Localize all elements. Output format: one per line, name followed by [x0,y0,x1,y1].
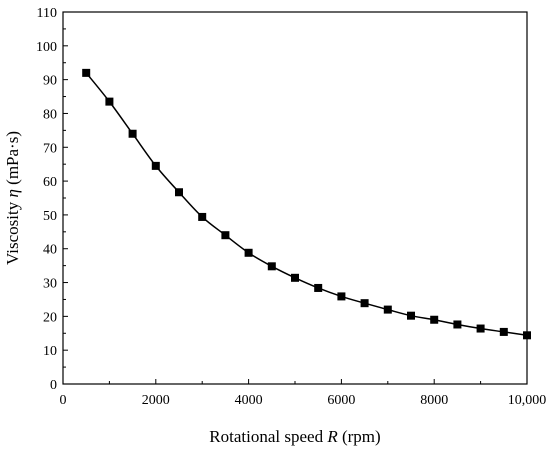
y-tick-label: 40 [43,243,57,258]
y-axis-ticks: 0 10 20 30 40 50 60 70 80 90 100 110 [36,6,68,393]
y-axis-label-symbol: η [3,189,22,197]
data-point-marker [105,97,114,106]
y-axis-label-suffix: (mPa·s) [3,131,22,189]
y-tick-label: 0 [50,378,57,393]
x-tick-label: 8000 [420,393,448,408]
data-point-marker [476,324,485,333]
x-tick-label: 4000 [235,393,263,408]
y-tick-label: 90 [43,74,57,89]
data-point-marker [407,311,415,320]
y-tick-label: 110 [37,6,57,21]
data-point-marker [82,68,91,77]
x-tick-label: 6000 [327,393,355,408]
y-tick-label: 80 [43,107,57,122]
x-tick-label: 2000 [142,393,170,408]
data-point-marker [128,129,137,138]
y-axis-label: Viscosity η (mPa·s) [3,131,22,265]
y-tick-label: 100 [36,40,57,55]
data-point-marker [430,315,439,324]
data-point-marker [267,262,276,271]
y-axis-label-prefix: Viscosity [3,198,22,265]
x-tick-label: 10,000 [508,393,547,408]
data-point-marker [244,248,253,257]
y-tick-label: 50 [43,209,57,224]
data-point-marker [453,320,462,329]
y-tick-label: 70 [43,141,57,156]
series-layer [82,68,531,340]
data-point-marker [175,188,183,197]
data-point-marker [151,161,160,170]
data-point-marker [314,283,323,292]
data-point-marker [198,212,207,221]
x-axis-label: Rotational speed R (rpm) [209,427,380,446]
x-axis-label-suffix: (rpm) [338,427,381,446]
y-tick-label: 10 [43,344,57,359]
data-point-marker [499,327,508,336]
series-line [85,72,528,337]
x-tick-label: 0 [60,393,67,408]
x-axis-label-prefix: Rotational speed [209,427,327,446]
data-point-marker [360,299,369,308]
data-point-marker [221,231,230,240]
x-axis-label-symbol: R [326,427,338,446]
data-point-marker [383,305,392,314]
data-point-marker [337,292,346,301]
data-point-marker [523,331,531,340]
x-axis-ticks: 0 2000 4000 6000 8000 10,000 [60,379,547,408]
data-point-marker [291,273,299,282]
y-tick-label: 60 [43,175,57,190]
y-tick-label: 30 [43,277,57,292]
y-tick-label: 20 [43,310,57,325]
